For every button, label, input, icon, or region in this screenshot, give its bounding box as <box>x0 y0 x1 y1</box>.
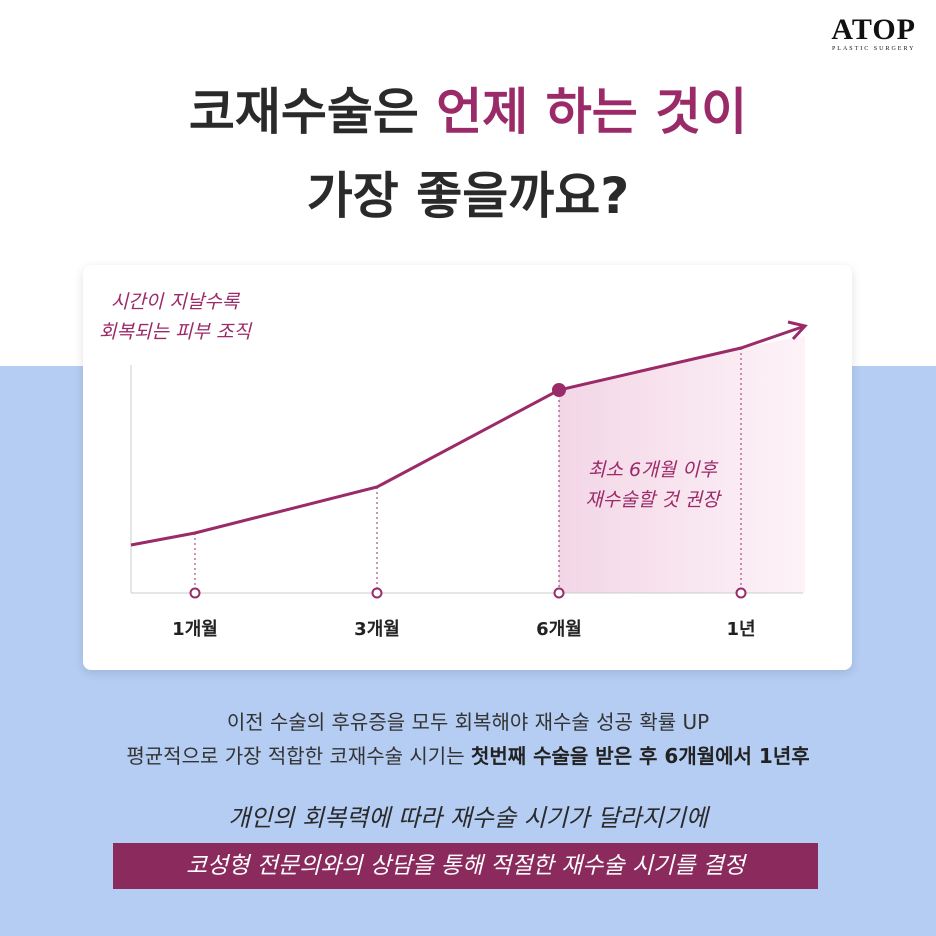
x-label: 6개월 <box>536 619 582 640</box>
body-plain: 평균적으로 가장 적합한 코재수술 시기는 <box>126 744 465 768</box>
title-line: 코재수술은 언제 하는 것이 <box>0 72 936 144</box>
title-line: 가장 좋을까요? <box>306 167 630 225</box>
title-highlight: 언제 하는 것이 <box>436 83 748 141</box>
note-line: 최소 6개월 이후 <box>587 459 718 481</box>
x-label: 3개월 <box>354 619 400 640</box>
body-bold: 첫번째 수술을 받은 후 6개월에서 1년후 <box>470 744 810 768</box>
note-line: 회복되는 피부 조직 <box>99 321 251 343</box>
closing-line: 개인의 회복력에 따라 재수술 시기가 달라지기에 <box>228 804 708 832</box>
body-line: 이전 수술의 후유증을 모두 회복해야 재수술 성공 확률 UP <box>226 710 710 734</box>
graph <box>130 320 808 599</box>
key-point <box>552 383 566 397</box>
y-note: 시간이 지날수록 회복되는 피부 조직 <box>90 287 260 347</box>
x-label: 1개월 <box>172 619 218 640</box>
trend-line <box>130 324 806 547</box>
logo-name: ATOP <box>831 13 916 46</box>
arrow-head <box>787 320 808 341</box>
region-note: 최소 6개월 이후 재수술할 것 권장 <box>565 455 740 515</box>
x-label: 1년 <box>726 619 756 640</box>
recommended-region <box>559 336 805 593</box>
logo: ATOP PLASTIC SURGERY <box>831 13 916 53</box>
guides <box>194 348 742 588</box>
body-line: 평균적으로 가장 적합한 코재수술 시기는 첫번째 수술을 받은 후 6개월에서… <box>0 740 936 769</box>
note-line: 시간이 지날수록 <box>110 291 240 313</box>
logo-tagline: PLASTIC SURGERY <box>831 46 916 52</box>
note-line: 재수술할 것 권장 <box>585 489 720 511</box>
closing-banner: 코성형 전문의와의 상담을 통해 적절한 재수술 시기를 결정 <box>113 843 818 889</box>
title-plain: 코재수술은 <box>188 83 419 141</box>
axis-markers <box>189 587 747 599</box>
